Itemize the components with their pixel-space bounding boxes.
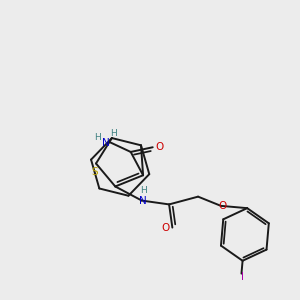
Text: O: O [218, 202, 226, 212]
Text: O: O [155, 142, 164, 152]
Text: O: O [162, 223, 170, 232]
Text: H: H [140, 187, 147, 196]
Text: H: H [110, 128, 117, 137]
Text: S: S [91, 167, 98, 177]
Text: N: N [140, 196, 147, 206]
Text: I: I [241, 272, 244, 282]
Text: H: H [94, 133, 101, 142]
Text: N: N [102, 138, 110, 148]
